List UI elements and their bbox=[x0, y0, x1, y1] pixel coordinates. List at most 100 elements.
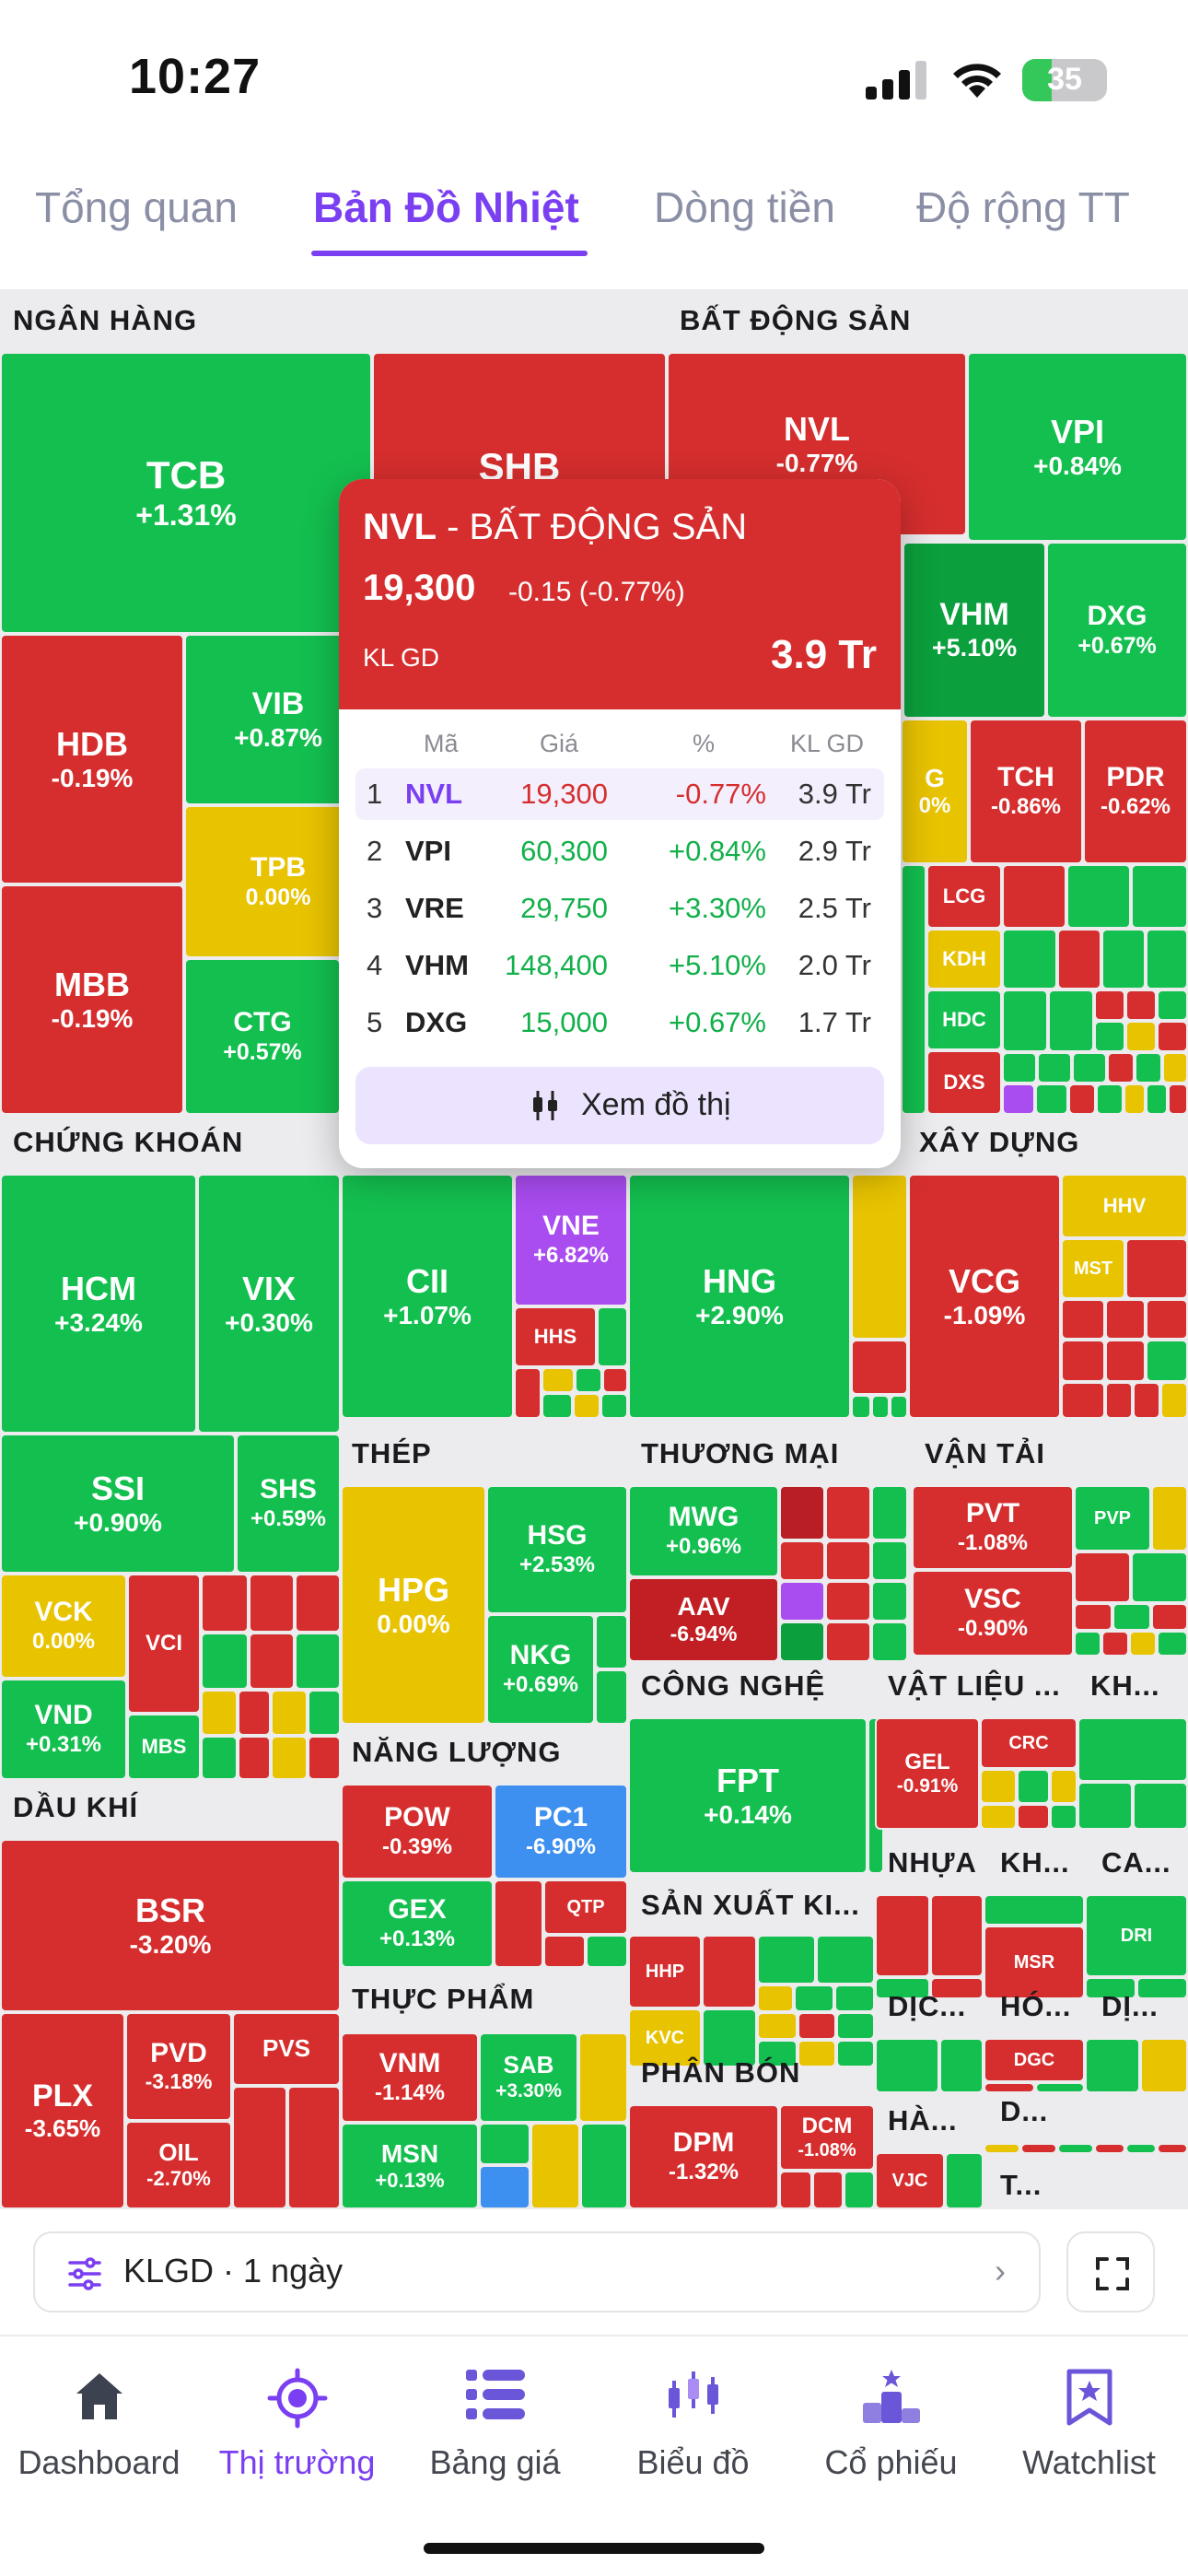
tile-sx-small[interactable] bbox=[757, 1985, 794, 2012]
tile-ck-small[interactable] bbox=[201, 1574, 249, 1633]
tile-vt-small[interactable] bbox=[1074, 1603, 1112, 1631]
tile-vt-small[interactable] bbox=[1112, 1603, 1151, 1631]
tile-bds-small[interactable] bbox=[1168, 1083, 1188, 1115]
tile-xd2-small[interactable] bbox=[1061, 1340, 1105, 1382]
tile-ca-small[interactable] bbox=[1136, 1977, 1188, 1999]
tile-msn[interactable]: MSN +0.13% bbox=[341, 2123, 479, 2209]
tile-tm-small[interactable] bbox=[871, 1581, 908, 1622]
tile-gel[interactable]: GEL -0.91% bbox=[875, 1717, 980, 1830]
tile-bds-small[interactable] bbox=[1057, 929, 1101, 989]
tile-lcg[interactable]: LCG bbox=[926, 864, 1002, 929]
tile-vnd[interactable]: VND +0.31% bbox=[0, 1679, 127, 1780]
tile-dxs[interactable]: DXS bbox=[926, 1050, 1002, 1115]
tile-bsr[interactable]: BSR -3.20% bbox=[0, 1839, 341, 2012]
tile-sx-small[interactable] bbox=[836, 2012, 875, 2040]
tile-xd-small[interactable] bbox=[597, 1306, 628, 1367]
tile-tch[interactable]: TCH -0.86% bbox=[969, 719, 1083, 864]
tile-ca-small[interactable] bbox=[1085, 1977, 1136, 1999]
tile-pvd[interactable]: PVD -3.18% bbox=[125, 2012, 232, 2121]
tile-ck-small[interactable] bbox=[238, 1690, 271, 1736]
tile-ck-small[interactable] bbox=[201, 1736, 238, 1780]
fullscreen-button[interactable] bbox=[1066, 2231, 1155, 2313]
tile-dgc[interactable]: DGC bbox=[984, 2038, 1085, 2082]
tile-mst[interactable]: MST bbox=[1061, 1238, 1125, 1299]
tile-bds-small[interactable] bbox=[1037, 1052, 1072, 1083]
tile-tm-small[interactable] bbox=[825, 1581, 871, 1622]
tile-nhua-small[interactable] bbox=[930, 1977, 984, 1999]
tile-sx-small[interactable] bbox=[798, 2040, 836, 2067]
tile-hhs[interactable]: HHS bbox=[514, 1306, 597, 1367]
tile-tm-small[interactable] bbox=[825, 1540, 871, 1581]
tile-pvs[interactable]: PVS bbox=[232, 2012, 341, 2086]
view-chart-button[interactable]: Xem đồ thị bbox=[355, 1067, 884, 1144]
tile-vl-small[interactable] bbox=[1050, 1804, 1077, 1830]
tile-bds-small[interactable] bbox=[1035, 1083, 1068, 1115]
tile-vt-small[interactable] bbox=[1151, 1603, 1188, 1631]
tile-tm-small[interactable] bbox=[871, 1540, 908, 1581]
tile-vt-small[interactable] bbox=[1101, 1631, 1129, 1657]
tab-ban-do-nhiet[interactable]: Bản Đồ Nhiệt bbox=[313, 183, 579, 231]
tile-tm-small[interactable] bbox=[779, 1540, 825, 1581]
tile-ck-small[interactable] bbox=[249, 1633, 295, 1690]
table-row[interactable]: 2 VPI 60,300 +0.84% 2.9 Tr bbox=[367, 835, 871, 867]
tile-xd2-small[interactable] bbox=[1105, 1382, 1133, 1419]
tile-ho-small[interactable] bbox=[984, 2082, 1035, 2093]
tile-mbs[interactable]: MBS bbox=[127, 1714, 201, 1780]
tile-sab[interactable]: SAB +3.30% bbox=[479, 2032, 578, 2123]
tile-xd-small[interactable] bbox=[602, 1367, 628, 1393]
tile-xd2-small[interactable] bbox=[1146, 1340, 1188, 1382]
nav-watchlist[interactable]: Watchlist bbox=[990, 2336, 1188, 2502]
tile-bds-small[interactable] bbox=[1157, 989, 1188, 1021]
tile-d-small[interactable] bbox=[1094, 2143, 1125, 2154]
tile-bds-small[interactable] bbox=[1002, 864, 1066, 929]
tile-bds-small[interactable] bbox=[1096, 1083, 1124, 1115]
tile-hcm[interactable]: HCM +3.24% bbox=[0, 1174, 197, 1434]
metric-filter[interactable]: KLGD · 1 ngày › bbox=[33, 2231, 1041, 2313]
tile-hng-small[interactable] bbox=[890, 1395, 908, 1419]
tile-bds-small[interactable] bbox=[1162, 1052, 1188, 1083]
tile-vcg[interactable]: VCG -1.09% bbox=[908, 1174, 1061, 1419]
tile-d-small[interactable] bbox=[984, 2143, 1020, 2154]
tile-ctg[interactable]: CTG +0.57% bbox=[184, 958, 341, 1115]
tile-hng-small[interactable] bbox=[851, 1395, 871, 1419]
tile-bds-small[interactable] bbox=[1131, 864, 1188, 929]
tile-thep-small[interactable] bbox=[595, 1669, 628, 1725]
tile-mbb[interactable]: MBB -0.19% bbox=[0, 884, 184, 1115]
nav-co-phieu[interactable]: Cổ phiếu bbox=[792, 2336, 990, 2502]
tile-bds-small[interactable] bbox=[1002, 929, 1057, 989]
nav-bang-gia[interactable]: Bảng giá bbox=[396, 2336, 594, 2502]
tile-kdh[interactable]: KDH bbox=[926, 929, 1002, 989]
tile-vt-small[interactable] bbox=[1074, 1631, 1101, 1657]
tile-vci[interactable]: VCI bbox=[127, 1574, 201, 1714]
tile-nkg[interactable]: NKG +0.69% bbox=[486, 1614, 595, 1725]
tile-ck-small[interactable] bbox=[238, 1736, 271, 1780]
tile-dic-small[interactable] bbox=[875, 2038, 939, 2093]
tile-nl-small[interactable] bbox=[494, 1879, 543, 1968]
tile-tcb[interactable]: TCB +1.31% bbox=[0, 352, 372, 634]
tile-ha-small[interactable] bbox=[945, 2152, 984, 2209]
tile-vt-small[interactable] bbox=[1131, 1551, 1188, 1603]
tile-pvp[interactable]: PVP bbox=[1074, 1485, 1151, 1551]
tile-ck-small[interactable] bbox=[201, 1633, 249, 1690]
tile-ssi[interactable]: SSI +0.90% bbox=[0, 1434, 236, 1574]
tile-tp-small[interactable] bbox=[580, 2123, 628, 2209]
tile-pdr[interactable]: PDR -0.62% bbox=[1083, 719, 1188, 864]
tile-vre[interactable]: G 0% bbox=[901, 719, 969, 864]
tile-crc[interactable]: CRC bbox=[980, 1717, 1077, 1769]
tile-hng-small[interactable] bbox=[851, 1174, 908, 1340]
tile-cii[interactable]: CII +1.07% bbox=[341, 1174, 514, 1419]
tile-hdc[interactable]: HDC bbox=[926, 989, 1002, 1050]
tile-vsc[interactable]: VSC -0.90% bbox=[912, 1570, 1074, 1657]
tile-dcm[interactable]: DCM -1.08% bbox=[779, 2104, 875, 2171]
tile-bds-small[interactable] bbox=[1124, 1083, 1146, 1115]
tile-bds-small[interactable] bbox=[1146, 929, 1188, 989]
tile-hng[interactable]: HNG +2.90% bbox=[628, 1174, 851, 1419]
table-row[interactable]: 1 NVL 19,300 -0.77% 3.9 Tr bbox=[355, 768, 884, 820]
tile-xd-small[interactable] bbox=[542, 1367, 575, 1393]
tile-vpi[interactable]: VPI +0.84% bbox=[967, 352, 1188, 542]
tile-dk-small[interactable] bbox=[232, 2086, 287, 2209]
tile-ck-small[interactable] bbox=[271, 1690, 308, 1736]
tile-hsg[interactable]: HSG +2.53% bbox=[486, 1485, 628, 1614]
tile-nhua-small[interactable] bbox=[875, 1894, 930, 1977]
tile-hdb[interactable]: HDB -0.19% bbox=[0, 634, 184, 884]
